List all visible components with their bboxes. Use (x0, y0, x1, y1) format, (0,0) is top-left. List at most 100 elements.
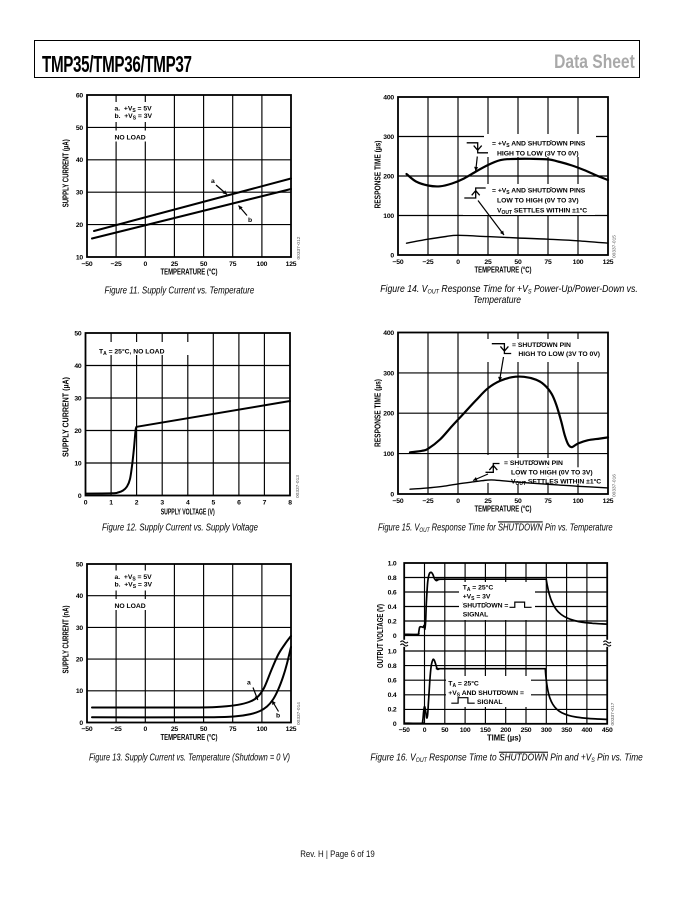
svg-text:100: 100 (257, 261, 268, 268)
svg-text:30: 30 (76, 625, 84, 632)
svg-text:TIME (µs): TIME (µs) (487, 733, 521, 742)
svg-text:60: 60 (76, 92, 84, 99)
svg-text:0: 0 (390, 252, 394, 259)
svg-text:75: 75 (544, 498, 552, 505)
svg-text:300: 300 (383, 370, 394, 377)
svg-text:TA = 25°C, NO LOAD: TA = 25°C, NO LOAD (99, 347, 165, 357)
svg-text:Figure 14. VOUT Response Time: Figure 14. VOUT Response Time for +VS Po… (380, 283, 638, 295)
svg-text:a: a (211, 178, 215, 185)
svg-text:0.4: 0.4 (388, 692, 397, 699)
svg-text:00337-013: 00337-013 (295, 475, 301, 498)
svg-text:VOUT SETTLES WITHIN ±1°C: VOUT SETTLES WITHIN ±1°C (497, 207, 587, 217)
svg-text:300: 300 (541, 727, 552, 734)
svg-text:125: 125 (286, 726, 297, 733)
svg-text:0.4: 0.4 (388, 604, 397, 611)
svg-text:30: 30 (74, 395, 82, 402)
svg-text:200: 200 (383, 173, 394, 180)
svg-text:= +VS AND SHUTDOWN PINS: = +VS AND SHUTDOWN PINS (492, 188, 586, 197)
svg-text:50: 50 (76, 561, 84, 568)
svg-text:3: 3 (160, 500, 164, 507)
svg-text:50: 50 (514, 498, 522, 505)
svg-text:25: 25 (484, 498, 492, 505)
svg-text:0.8: 0.8 (388, 575, 397, 582)
svg-text:SIGNAL: SIGNAL (477, 699, 503, 706)
svg-text:0: 0 (456, 498, 460, 505)
svg-text:HIGH TO LOW (3V TO 0V): HIGH TO LOW (3V TO 0V) (497, 151, 579, 158)
svg-text:1.0: 1.0 (388, 648, 397, 655)
svg-text:50: 50 (76, 125, 84, 132)
svg-text:Figure 12. Supply Current vs.: Figure 12. Supply Current vs. Supply Vol… (102, 521, 258, 532)
svg-text:00337-014: 00337-014 (296, 702, 302, 725)
svg-text:NO LOAD: NO LOAD (115, 135, 146, 142)
svg-text:0: 0 (144, 261, 148, 268)
svg-text:20: 20 (76, 222, 84, 229)
svg-text:25: 25 (171, 726, 179, 733)
svg-text:300: 300 (383, 134, 394, 141)
svg-text:TA = 25°C: TA = 25°C (463, 583, 494, 593)
svg-text:25: 25 (484, 259, 492, 266)
svg-text:a: a (247, 680, 251, 687)
svg-text:SUPPLY VOLTAGE (V): SUPPLY VOLTAGE (V) (161, 508, 215, 517)
svg-text:RESPONSE TIME (µs): RESPONSE TIME (µs) (374, 140, 383, 208)
svg-text:0: 0 (456, 259, 460, 266)
svg-text:125: 125 (286, 261, 297, 268)
svg-text:LOW TO HIGH (0V TO 3V): LOW TO HIGH (0V TO 3V) (511, 469, 593, 476)
svg-text:150: 150 (480, 727, 491, 734)
svg-text:a. +VS = 5V: a. +VS = 5V (115, 574, 153, 583)
svg-text:0.6: 0.6 (388, 678, 397, 685)
svg-text:30: 30 (76, 190, 84, 197)
svg-text:8: 8 (288, 500, 292, 507)
svg-text:= SHUTDOWN PIN: = SHUTDOWN PIN (512, 342, 571, 349)
svg-text:20: 20 (74, 428, 82, 435)
svg-text:b: b (276, 713, 280, 720)
svg-text:−25: −25 (423, 498, 434, 505)
svg-text:400: 400 (383, 330, 394, 337)
svg-text:0.2: 0.2 (388, 618, 397, 625)
svg-text:1: 1 (109, 500, 113, 507)
svg-text:00337-016: 00337-016 (612, 474, 618, 497)
svg-text:SIGNAL: SIGNAL (463, 612, 489, 619)
svg-text:25: 25 (171, 261, 179, 268)
svg-text:2: 2 (135, 500, 139, 507)
svg-text:10: 10 (74, 460, 82, 467)
svg-text:−50: −50 (393, 259, 404, 266)
svg-text:OUTPUT VOLTAGE (V): OUTPUT VOLTAGE (V) (376, 604, 385, 668)
svg-text:350: 350 (561, 727, 572, 734)
svg-text:= +VS AND SHUTDOWN PINS: = +VS AND SHUTDOWN PINS (492, 141, 586, 150)
svg-text:0: 0 (78, 493, 82, 500)
svg-text:TA = 25°C: TA = 25°C (448, 680, 479, 690)
svg-text:450: 450 (602, 727, 613, 734)
svg-text:SUPPLY CURRENT (nA): SUPPLY CURRENT (nA) (62, 605, 71, 673)
svg-text:6: 6 (237, 500, 241, 507)
svg-text:TEMPERATURE (°C): TEMPERATURE (°C) (475, 505, 532, 514)
svg-text:b: b (248, 217, 252, 224)
svg-text:200: 200 (383, 411, 394, 418)
svg-text:0: 0 (84, 500, 88, 507)
svg-text:TEMPERATURE (°C): TEMPERATURE (°C) (161, 733, 218, 742)
svg-text:−25: −25 (111, 261, 122, 268)
svg-text:RESPONSE TIME (µs): RESPONSE TIME (µs) (374, 379, 383, 447)
svg-text:SUPPLY CURRENT (µA): SUPPLY CURRENT (µA) (62, 139, 71, 207)
svg-text:50: 50 (200, 261, 208, 268)
svg-text:0: 0 (393, 633, 397, 640)
svg-text:VOUT SETTLES WITHIN ±1°C: VOUT SETTLES WITHIN ±1°C (511, 477, 601, 487)
svg-text:SHUTDOWN =: SHUTDOWN = (463, 603, 509, 610)
svg-text:a. +VS = 5V: a. +VS = 5V (115, 106, 153, 115)
svg-text:b. +VS = 3V: b. +VS = 3V (115, 582, 153, 591)
svg-text:4: 4 (186, 500, 190, 507)
svg-text:100: 100 (257, 726, 268, 733)
svg-text:SUPPLY CURRENT (µA): SUPPLY CURRENT (µA) (62, 377, 71, 457)
svg-text:= SHUTDOWN PIN: = SHUTDOWN PIN (504, 460, 563, 467)
svg-text:100: 100 (460, 727, 471, 734)
svg-text:125: 125 (603, 498, 614, 505)
svg-text:5: 5 (212, 500, 216, 507)
svg-text:50: 50 (200, 726, 208, 733)
svg-text:125: 125 (603, 259, 614, 266)
svg-text:50: 50 (514, 259, 522, 266)
svg-text:0.8: 0.8 (388, 663, 397, 670)
svg-text:40: 40 (74, 363, 82, 370)
svg-text:TEMPERATURE (°C): TEMPERATURE (°C) (161, 268, 218, 277)
svg-text:0: 0 (144, 726, 148, 733)
svg-text:−50: −50 (82, 261, 93, 268)
svg-text:−50: −50 (393, 498, 404, 505)
